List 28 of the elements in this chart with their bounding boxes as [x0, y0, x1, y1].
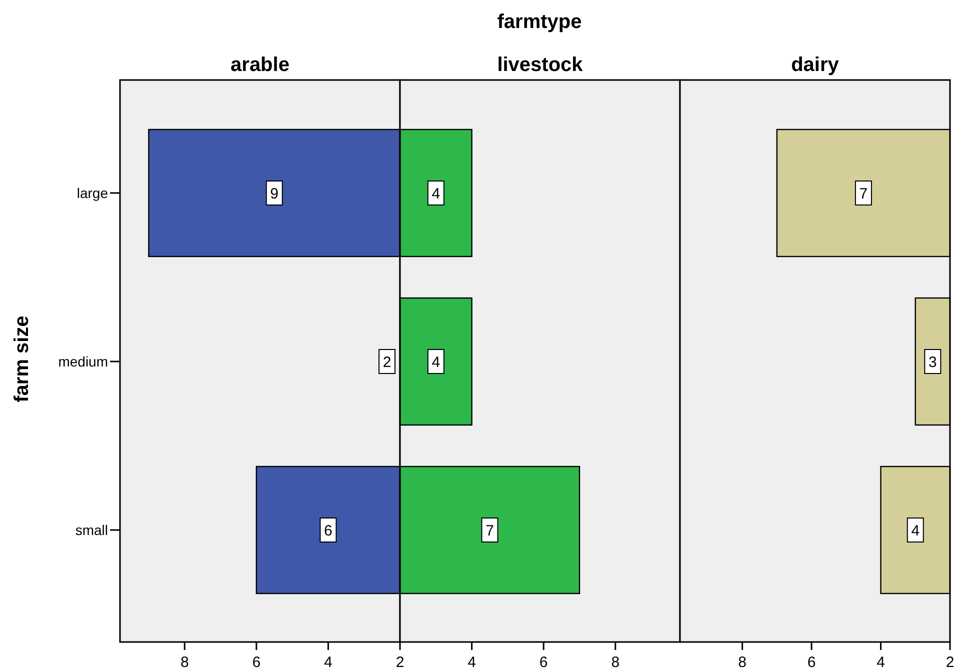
x-tick-label: 4 — [324, 654, 332, 671]
chart-title: dairy — [791, 54, 840, 76]
x-tick-label: 4 — [876, 654, 885, 671]
data-label: 4 — [911, 522, 920, 540]
x-tick-label: 8 — [611, 654, 620, 671]
data-label: 2 — [382, 354, 392, 371]
x-tick-label: 8 — [180, 654, 189, 671]
data-label: 9 — [270, 186, 279, 202]
chart-title: arable — [230, 54, 290, 76]
x-tick-label: 8 — [738, 654, 746, 671]
x-tick-label: 6 — [252, 654, 261, 671]
text: farmtype — [497, 11, 582, 33]
x-tick-label: 6 — [539, 654, 548, 671]
data-label: 3 — [928, 354, 937, 371]
data-label: 7 — [859, 186, 868, 202]
x-tick-label: 6 — [807, 654, 816, 671]
x-tick-label: 2 — [396, 654, 404, 671]
data-label: 4 — [432, 186, 440, 202]
x-tick-label: 4 — [468, 654, 476, 671]
data-label: 7 — [486, 522, 494, 540]
chart-title: livestock — [497, 54, 584, 76]
data-label: 4 — [432, 354, 440, 371]
x-tick-label: 2 — [946, 654, 954, 671]
y-tick-label: large — [76, 185, 108, 201]
y-tick-label: small — [75, 522, 108, 538]
data-label: 6 — [324, 522, 332, 540]
y-tick-label: medium — [58, 354, 108, 370]
y-axis-title: farm size — [11, 316, 33, 402]
